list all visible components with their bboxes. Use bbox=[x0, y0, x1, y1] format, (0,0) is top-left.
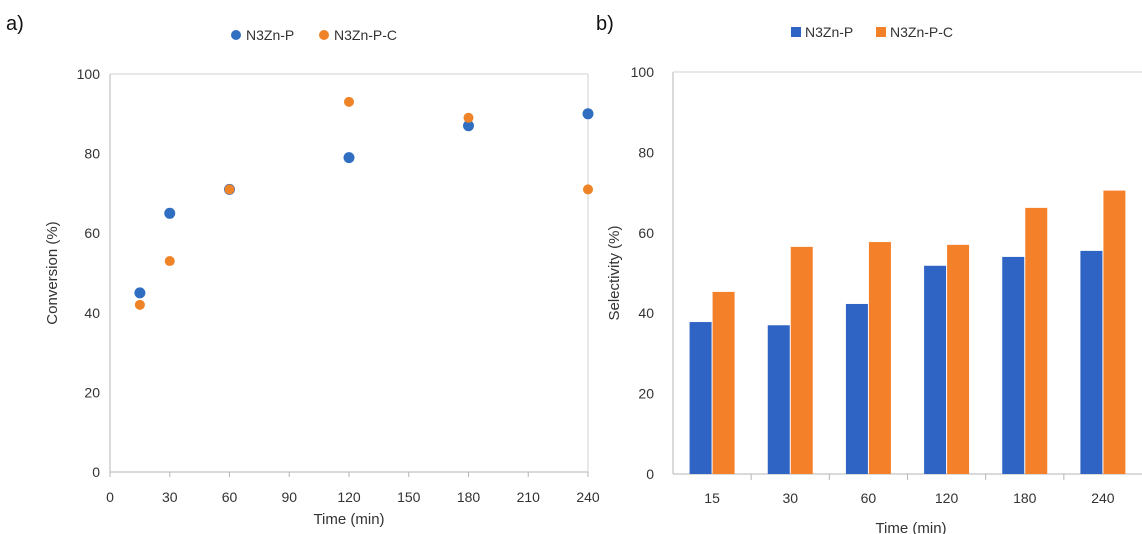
bar-chart-panel: b) N3Zn-P N3Zn-P-C 0 20 40 60 80 100 15 30 60 120… bbox=[596, 13, 1142, 534]
bar-n3zn-p bbox=[767, 325, 790, 474]
scatter-x-tick-label: 240 bbox=[576, 489, 600, 505]
scatter-y-tick-label: 0 bbox=[92, 464, 100, 480]
bar-n3zn-p-c bbox=[790, 246, 813, 474]
bar-x-tick-label: 120 bbox=[935, 490, 959, 506]
bar-n3zn-p-c bbox=[868, 242, 891, 474]
bar-x-tick-label: 240 bbox=[1091, 490, 1115, 506]
panel-a-label: a) bbox=[6, 13, 24, 35]
scatter-point-n3zn-p-c bbox=[224, 184, 235, 195]
bar-x-axis-label: Time (min) bbox=[875, 520, 946, 534]
scatter-y-tick-label: 100 bbox=[77, 66, 101, 82]
bar-y-tick-label: 0 bbox=[646, 466, 654, 482]
scatter-legend: N3Zn-P N3Zn-P-C bbox=[231, 27, 397, 43]
bar-n3zn-p bbox=[924, 265, 947, 474]
bar-y-tick-label: 60 bbox=[638, 225, 654, 241]
scatter-point-n3zn-p bbox=[134, 287, 146, 299]
bar-n3zn-p-c bbox=[712, 291, 735, 474]
bar-y-axis-label: Selectivity (%) bbox=[606, 225, 623, 320]
bar-n3zn-p bbox=[845, 303, 868, 474]
bar-n3zn-p bbox=[1002, 256, 1025, 474]
bar-y-tick-label: 20 bbox=[638, 386, 654, 402]
bar-y-tick-label: 100 bbox=[631, 64, 655, 80]
bar-legend-label: N3Zn-P-C bbox=[890, 24, 953, 40]
scatter-legend-label: N3Zn-P bbox=[246, 27, 294, 43]
scatter-y-tick-label: 80 bbox=[84, 146, 100, 162]
bar-legend-swatch bbox=[791, 27, 801, 37]
bar-x-tick-label: 180 bbox=[1013, 490, 1037, 506]
bar-n3zn-p bbox=[689, 322, 712, 474]
bar-x-tick-label: 30 bbox=[782, 490, 798, 506]
scatter-point-n3zn-p-c bbox=[344, 96, 354, 107]
scatter-y-tick-label: 60 bbox=[84, 225, 100, 241]
scatter-point-n3zn-p bbox=[343, 152, 355, 164]
scatter-point-n3zn-p-c bbox=[463, 112, 474, 123]
scatter-legend-marker bbox=[319, 30, 329, 40]
bar-n3zn-p bbox=[1080, 250, 1103, 474]
scatter-x-tick-label: 90 bbox=[281, 489, 297, 505]
scatter-x-tick-label: 150 bbox=[397, 489, 421, 505]
scatter-x-tick-label: 180 bbox=[457, 489, 481, 505]
bar-legend: N3Zn-P N3Zn-P-C bbox=[791, 24, 953, 40]
scatter-chart-panel: a) N3Zn-P N3Zn-P-C 0 20 40 60 80 100 0 30 60 90 12… bbox=[6, 13, 600, 528]
scatter-point-n3zn-p-c bbox=[134, 299, 145, 310]
bar-y-tick-label: 80 bbox=[638, 144, 654, 160]
bar-x-tick-label: 15 bbox=[704, 490, 720, 506]
bar-legend-swatch bbox=[876, 27, 886, 37]
scatter-x-tick-label: 30 bbox=[162, 489, 178, 505]
scatter-point-n3zn-p-c bbox=[164, 256, 175, 267]
scatter-x-tick-label: 210 bbox=[517, 489, 541, 505]
scatter-x-tick-label: 60 bbox=[222, 489, 238, 505]
scatter-y-axis-label: Conversion (%) bbox=[44, 221, 61, 324]
bar-x-tick-label: 60 bbox=[861, 490, 877, 506]
scatter-point-n3zn-p-c bbox=[583, 184, 593, 195]
scatter-x-axis-label: Time (min) bbox=[313, 511, 384, 528]
scatter-y-tick-label: 40 bbox=[84, 305, 100, 321]
scatter-point-n3zn-p bbox=[582, 108, 594, 120]
bar-n3zn-p-c bbox=[947, 244, 970, 474]
scatter-legend-marker bbox=[231, 30, 241, 40]
scatter-x-tick-label: 0 bbox=[106, 489, 114, 505]
scatter-legend-label: N3Zn-P-C bbox=[334, 27, 397, 43]
scatter-point-n3zn-p bbox=[463, 120, 474, 132]
bar-legend-label: N3Zn-P bbox=[805, 24, 853, 40]
panel-b-label: b) bbox=[596, 13, 614, 35]
bar-y-tick-label: 40 bbox=[638, 305, 654, 321]
bar-n3zn-p-c bbox=[1103, 190, 1126, 474]
scatter-x-tick-label: 120 bbox=[337, 489, 361, 505]
scatter-point-n3zn-p bbox=[164, 207, 176, 219]
bar-n3zn-p-c bbox=[1025, 207, 1048, 474]
scatter-y-tick-label: 20 bbox=[84, 384, 100, 400]
